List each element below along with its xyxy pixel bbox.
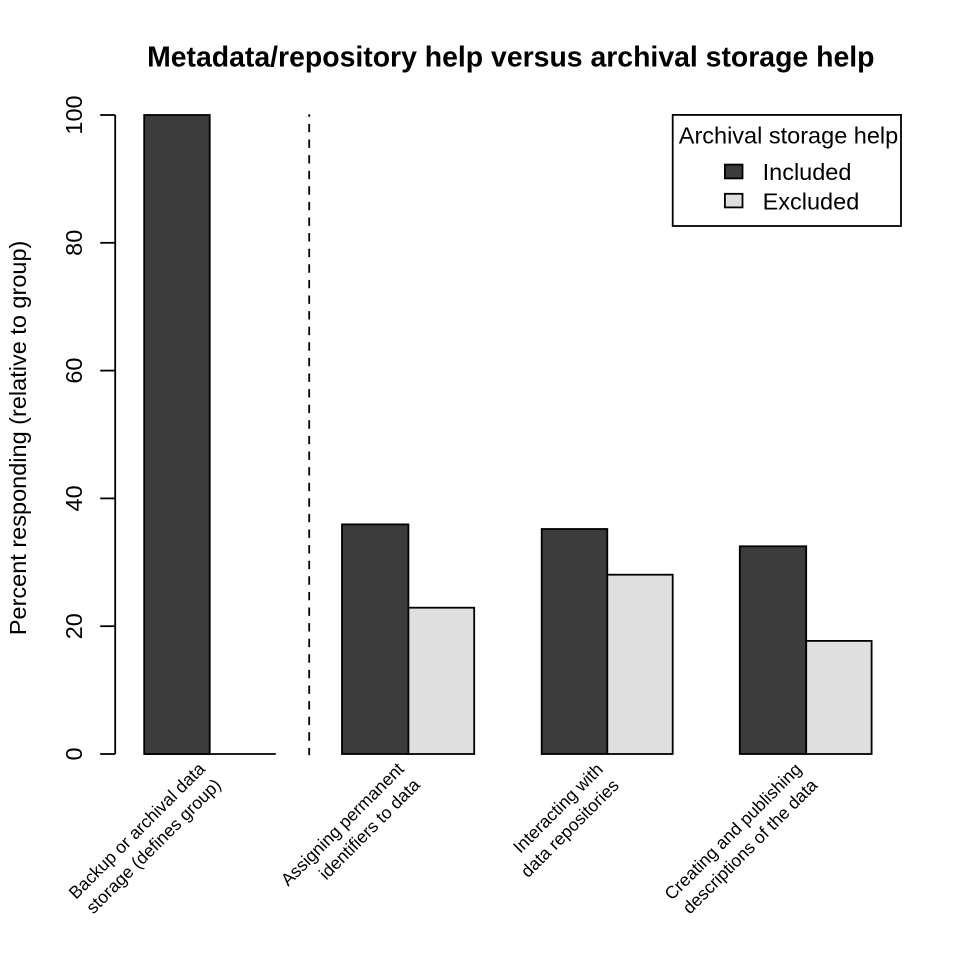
svg-text:60: 60: [61, 358, 87, 384]
svg-text:100: 100: [61, 95, 87, 134]
svg-text:80: 80: [61, 230, 87, 256]
svg-text:20: 20: [61, 613, 87, 639]
svg-text:Percent responding (relative t: Percent responding (relative to group): [5, 241, 31, 636]
svg-text:Included: Included: [763, 159, 852, 185]
svg-text:Archival storage help: Archival storage help: [679, 122, 898, 148]
svg-text:Excluded: Excluded: [763, 188, 860, 214]
svg-text:Metadata/repository help versu: Metadata/repository help versus archival…: [147, 42, 874, 74]
svg-text:0: 0: [61, 747, 87, 760]
svg-text:40: 40: [61, 485, 87, 511]
